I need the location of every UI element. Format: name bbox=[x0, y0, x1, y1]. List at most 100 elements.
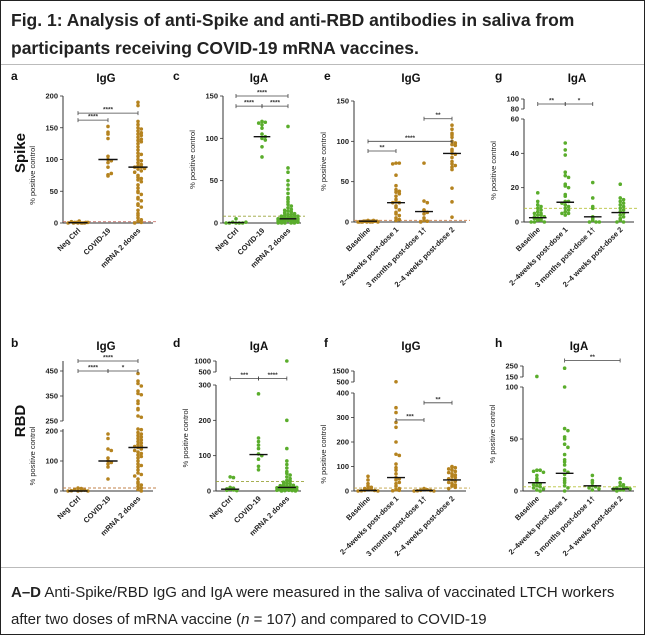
data-point bbox=[136, 190, 140, 195]
data-point bbox=[136, 167, 140, 171]
data-point bbox=[285, 466, 289, 470]
data-point bbox=[283, 221, 287, 225]
data-point bbox=[412, 489, 416, 493]
data-point bbox=[136, 148, 140, 152]
data-point bbox=[136, 399, 140, 403]
data-point bbox=[425, 200, 430, 205]
panel-title: IgA bbox=[568, 73, 587, 85]
data-point bbox=[296, 220, 300, 224]
data-point bbox=[535, 218, 540, 223]
data-point bbox=[446, 480, 451, 485]
x-tick-label: Neg Ctrl bbox=[55, 494, 82, 521]
data-point bbox=[450, 162, 454, 166]
data-point bbox=[566, 185, 571, 190]
data-point bbox=[136, 129, 140, 133]
y-tick-label: 100 bbox=[45, 155, 58, 164]
data-point bbox=[621, 215, 626, 219]
data-point bbox=[531, 469, 536, 474]
panel-title: IgA bbox=[250, 341, 269, 353]
x-tick-label: COVID-19 bbox=[82, 226, 113, 257]
data-point bbox=[563, 153, 568, 157]
y-axis-label: % positive control bbox=[181, 408, 190, 467]
significance-label: * bbox=[578, 98, 581, 105]
data-point bbox=[136, 157, 140, 162]
significance-label: **** bbox=[88, 365, 99, 372]
data-point bbox=[136, 141, 140, 146]
data-point bbox=[615, 489, 619, 493]
data-point bbox=[275, 488, 279, 493]
data-point bbox=[394, 161, 398, 165]
y-tick-label: 50 bbox=[341, 177, 349, 186]
data-point bbox=[562, 460, 567, 464]
data-point bbox=[356, 489, 360, 493]
significance-label: **** bbox=[103, 107, 114, 114]
data-point bbox=[286, 183, 290, 187]
y-tick-label: 0 bbox=[514, 487, 518, 496]
data-point bbox=[288, 479, 292, 483]
row-label-rbd: RBD bbox=[12, 405, 29, 438]
y-tick-label: 200 bbox=[336, 438, 349, 447]
data-point bbox=[286, 191, 290, 196]
data-point bbox=[366, 474, 370, 479]
data-point bbox=[621, 208, 626, 212]
data-point bbox=[535, 468, 539, 473]
data-point bbox=[562, 489, 567, 493]
data-point bbox=[563, 194, 568, 199]
y-tick-label: 0 bbox=[345, 487, 349, 496]
data-point bbox=[535, 374, 539, 379]
data-point bbox=[285, 478, 289, 483]
data-point bbox=[139, 427, 144, 432]
data-point bbox=[132, 221, 137, 225]
significance-label: ** bbox=[435, 112, 441, 119]
data-point bbox=[136, 407, 140, 412]
panel-title: IgG bbox=[401, 341, 420, 353]
data-point bbox=[590, 488, 595, 492]
data-point bbox=[394, 405, 398, 410]
panel-letter: e bbox=[324, 69, 331, 83]
data-point bbox=[539, 213, 543, 217]
data-point bbox=[535, 473, 539, 478]
data-point bbox=[132, 448, 137, 453]
data-point bbox=[285, 459, 289, 463]
data-point bbox=[106, 160, 110, 165]
data-point bbox=[136, 433, 140, 438]
data-point bbox=[260, 155, 264, 159]
data-point bbox=[139, 162, 144, 167]
data-point bbox=[256, 436, 261, 440]
data-point bbox=[287, 488, 291, 493]
data-point bbox=[535, 484, 539, 488]
x-tick-label: Baseline bbox=[514, 225, 542, 253]
data-point bbox=[450, 200, 454, 204]
data-point bbox=[453, 143, 458, 148]
data-point bbox=[450, 468, 454, 472]
data-point bbox=[106, 124, 110, 129]
data-point bbox=[563, 173, 568, 178]
data-point bbox=[286, 178, 290, 183]
data-point bbox=[136, 379, 140, 383]
data-point bbox=[136, 487, 140, 492]
panel-title: IgG bbox=[401, 73, 420, 85]
data-point bbox=[618, 480, 622, 485]
y-tick-label: 0 bbox=[207, 487, 211, 496]
data-point bbox=[282, 208, 287, 213]
data-point bbox=[376, 489, 380, 493]
data-point bbox=[139, 152, 144, 157]
data-point bbox=[425, 219, 430, 223]
data-point bbox=[86, 489, 90, 493]
data-point bbox=[139, 489, 144, 493]
y-tick-label: 0 bbox=[345, 218, 349, 227]
data-point bbox=[139, 483, 144, 487]
data-point bbox=[256, 457, 261, 462]
data-point bbox=[139, 415, 144, 420]
data-point bbox=[136, 122, 140, 127]
data-point bbox=[139, 176, 144, 181]
data-point bbox=[535, 199, 540, 204]
data-point bbox=[539, 218, 543, 223]
data-point bbox=[136, 465, 140, 469]
y-tick-label: 40 bbox=[511, 149, 519, 158]
panel-letter: f bbox=[324, 336, 329, 350]
y-tick-label: 300 bbox=[198, 381, 211, 390]
